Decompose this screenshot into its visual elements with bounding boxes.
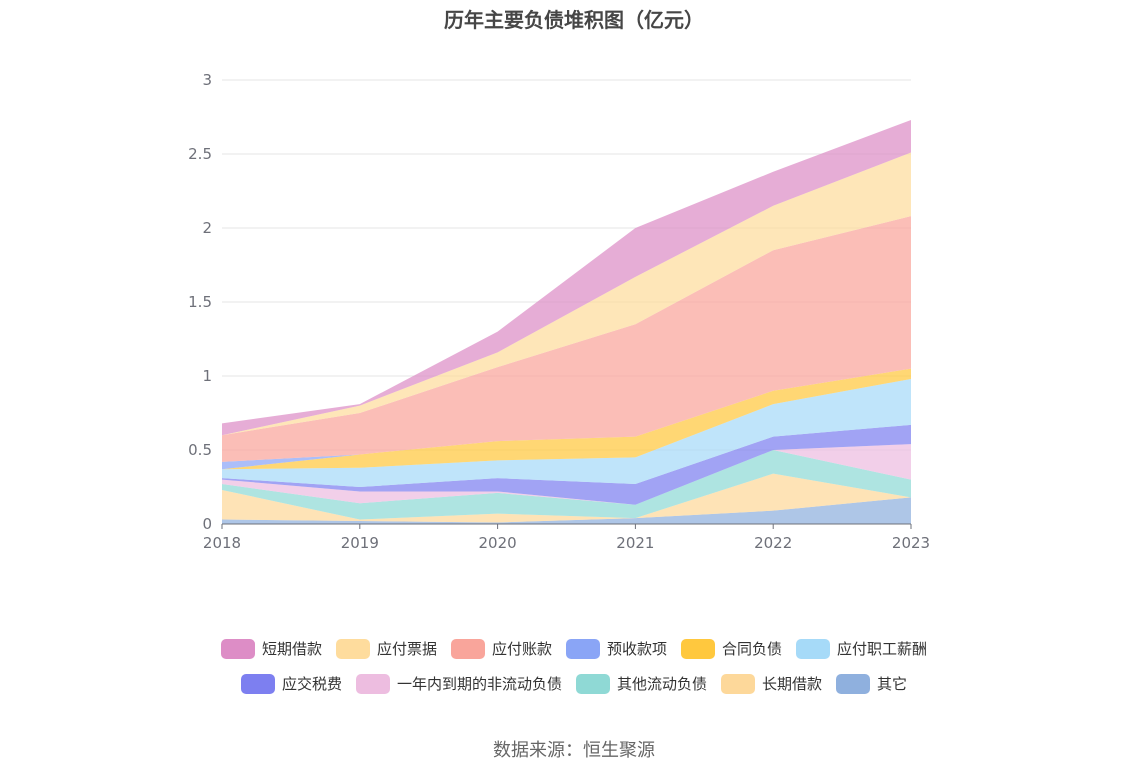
legend-item[interactable]: 应付账款 [450,638,552,659]
legend-item[interactable]: 其他流动负债 [575,673,707,694]
legend-swatch [450,638,485,659]
legend-swatch [355,673,390,694]
legend-item[interactable]: 一年内到期的非流动负债 [355,673,562,694]
area-series [222,119,911,524]
legend-label: 应付账款 [491,640,552,658]
x-tick-label: 2021 [616,534,654,552]
legend-item[interactable]: 预收款项 [566,638,667,659]
legend-item[interactable]: 短期借款 [220,638,322,659]
y-tick-label: 3 [202,71,212,89]
x-tick-label: 2018 [203,534,241,552]
y-tick-label: 1 [202,367,212,385]
legend-swatch [575,673,610,694]
area-series-8 [222,216,911,462]
x-tick-label: 2019 [341,534,379,552]
area-series-5 [222,378,911,487]
y-tick-label: 0 [202,515,212,533]
area-series-4 [222,424,911,505]
legend-item[interactable]: 应付职工薪酬 [796,638,927,659]
y-tick-label: 0.5 [188,441,212,459]
legend-row-2: 应交税费 一年内到期的非流动负债 其他流动负债 长期借款 其它 [0,673,1148,694]
legend-swatch [220,638,255,659]
legend-swatch [566,638,600,659]
legend-item[interactable]: 合同负债 [681,638,782,659]
area-series-9 [222,152,911,436]
area-series-7 [222,368,911,470]
legend: 短期借款 应付票据 应付账款 预收款项 合同负债 应付职工薪酬 应交税费 一年内到期的非流动… [0,638,1148,708]
legend-label: 应付职工薪酬 [837,640,928,658]
legend-swatch [240,673,275,694]
legend-item[interactable]: 应付票据 [335,638,437,659]
chart-title: 历年主要负债堆积图（亿元） [444,8,704,32]
area-series-1 [222,473,911,523]
area-series-0 [222,497,911,524]
legend-label: 应付票据 [376,640,437,658]
x-tick-label: 2023 [892,534,930,552]
area-series-3 [222,444,911,505]
legend-swatch [335,638,370,659]
legend-swatch [796,638,831,659]
legend-item[interactable]: 其它 [836,673,907,694]
legend-swatch [681,638,716,659]
legend-swatch [836,673,871,694]
legend-label: 预收款项 [607,640,668,658]
legend-label: 一年内到期的非流动负债 [396,675,562,693]
y-tick-label: 2.5 [188,145,212,163]
y-tick-label: 2 [202,219,212,237]
legend-swatch [721,673,755,694]
area-series-10 [222,119,911,436]
axes: 0 0.5 1 1.5 2 2.5 3 2018 2019 2020 2021 2022 2023 [188,71,930,552]
legend-item[interactable]: 应交税费 [240,673,342,694]
source-note: 数据来源：恒生聚源 [493,740,655,761]
legend-item[interactable]: 长期借款 [721,673,822,694]
stacked-area-chart: 0 0.5 1 1.5 2 2.5 3 2018 2019 2020 2021 2022 2023 [188,71,930,552]
legend-label: 应交税费 [281,675,342,693]
legend-label: 合同负债 [722,640,783,658]
x-tick-label: 2020 [479,534,517,552]
x-tick-label: 2022 [754,534,792,552]
legend-label: 短期借款 [261,640,322,658]
legend-label: 长期借款 [762,675,823,693]
legend-label: 其它 [877,675,908,693]
area-series-6 [222,368,911,470]
area-series-2 [222,450,911,520]
y-tick-label: 1.5 [188,293,212,311]
legend-row-1: 短期借款 应付票据 应付账款 预收款项 合同负债 应付职工薪酬 [0,638,1148,659]
legend-label: 其他流动负债 [616,675,707,693]
